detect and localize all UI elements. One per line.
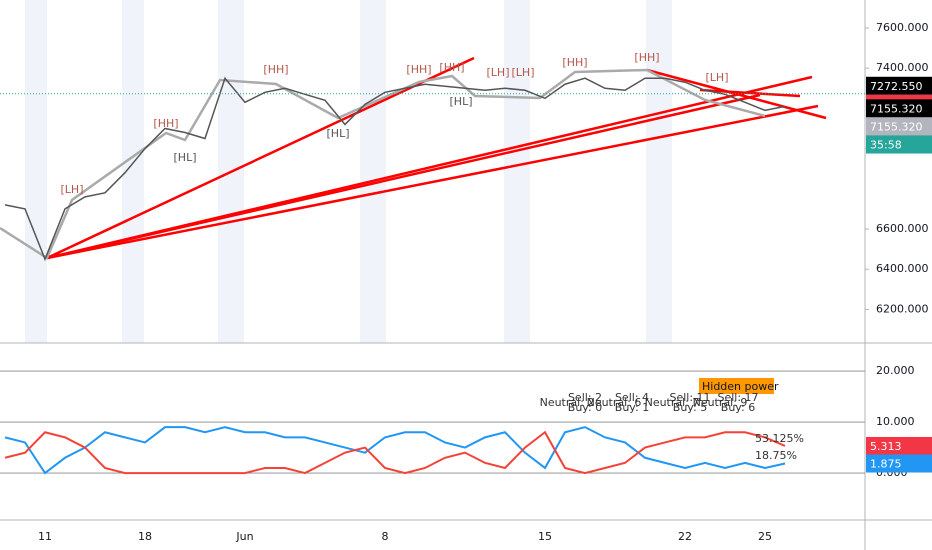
- pivot-label: [LH]: [512, 66, 535, 79]
- countdown: 35:58: [870, 139, 902, 152]
- signal-count: Sell: 2: [568, 391, 602, 404]
- signal-count: Sell: 11: [669, 391, 710, 404]
- pivot-label: [HH]: [439, 61, 464, 74]
- signal-count: Buy: 0: [568, 401, 602, 414]
- pivot-label: [HH]: [406, 63, 431, 76]
- x-tick-label: 15: [538, 530, 552, 543]
- series-line: [4, 76, 786, 262]
- price-badge-text: 7155.320: [870, 120, 923, 133]
- signal-count: Sell: 17: [717, 391, 758, 404]
- signal-count: Neutral: 6: [587, 396, 642, 409]
- x-tick-label: 18: [138, 530, 152, 543]
- trend-lines: [46, 56, 827, 260]
- price-badge-text: 7155.320: [870, 102, 923, 115]
- price-badge: [866, 99, 932, 118]
- x-tick-label: Jun: [235, 530, 253, 543]
- x-tick-label: 8: [382, 530, 389, 543]
- signal-count: Buy: 5: [673, 401, 707, 414]
- signal-count: Buy: 1: [615, 401, 649, 414]
- percent-label: 53.125%: [755, 432, 804, 445]
- y-tick-label: 10.000: [876, 415, 915, 428]
- pivot-label: [HH]: [634, 51, 659, 64]
- price-badge-text: 7272.550: [870, 80, 923, 93]
- pivot-label: [HL]: [450, 95, 473, 108]
- pivot-label: [LH]: [61, 183, 84, 196]
- hidden-power: Hidden power: [702, 380, 779, 393]
- pivot-label: [LH]: [706, 71, 729, 84]
- signal-count: Buy: 6: [721, 401, 755, 414]
- pivot-label: [HH]: [153, 117, 178, 130]
- y-tick-label: 6200.000: [876, 302, 929, 315]
- x-tick-label: 22: [678, 530, 692, 543]
- pivot-label: [HH]: [562, 56, 587, 69]
- y-tick-label: 6600.000: [876, 222, 929, 235]
- value-badge: [866, 454, 932, 473]
- signal-count: Sell: 4: [615, 391, 649, 404]
- zigzag: [0, 68, 766, 260]
- pivot-label: [HL]: [174, 151, 197, 164]
- pivot-label: [HL]: [327, 127, 350, 140]
- value-badge-text: 5.313: [870, 440, 902, 453]
- hidden-power-badge: [699, 378, 774, 394]
- series-line: [4, 430, 786, 475]
- x-tick-label: 11: [38, 530, 52, 543]
- weekend-bands: [25, 0, 672, 343]
- pivot-label: [LH]: [487, 66, 510, 79]
- price-badge: [866, 117, 932, 136]
- pivot-label: [HH]: [263, 63, 288, 76]
- countdown-badge: [866, 135, 932, 154]
- x-tick-label: 25: [758, 530, 772, 543]
- value-badge-text: 1.875: [870, 458, 902, 471]
- y-tick-label: 7400.000: [876, 61, 929, 74]
- signal-count: Neutral: 2: [540, 396, 595, 409]
- series-line: [4, 426, 786, 475]
- y-tick-label: 6400.000: [876, 262, 929, 275]
- y-tick-label: 7600.000: [876, 21, 929, 34]
- y-tick-label: 20.000: [876, 364, 915, 377]
- price-badge: [866, 76, 932, 95]
- signal-count: Neutral: 7: [645, 396, 700, 409]
- signal-count: Neutral: 9: [693, 396, 748, 409]
- value-badge: [866, 436, 932, 455]
- percent-label: 18.75%: [755, 449, 797, 462]
